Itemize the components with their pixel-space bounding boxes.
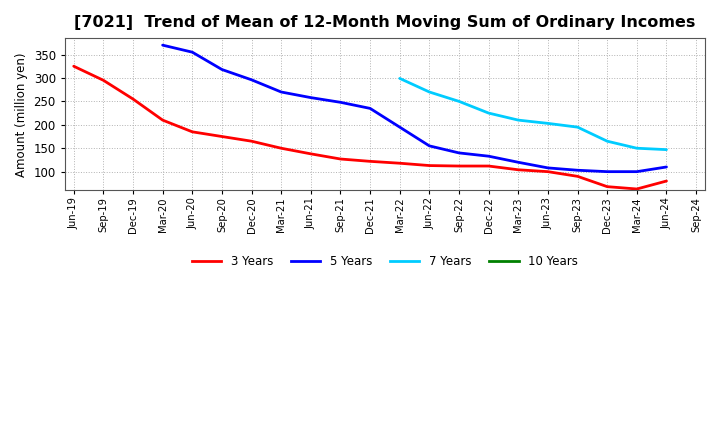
- 5 Years: [573, 168, 582, 173]
- 3 Years: [485, 163, 493, 169]
- 3 Years: [307, 151, 315, 157]
- 5 Years: [307, 95, 315, 100]
- 7 Years: [544, 121, 552, 126]
- 7 Years: [514, 117, 523, 123]
- 3 Years: [217, 134, 226, 139]
- 3 Years: [99, 77, 108, 83]
- 3 Years: [425, 163, 433, 168]
- 5 Years: [277, 89, 286, 95]
- 5 Years: [632, 169, 641, 174]
- Title: [7021]  Trend of Mean of 12-Month Moving Sum of Ordinary Incomes: [7021] Trend of Mean of 12-Month Moving …: [74, 15, 696, 30]
- 3 Years: [158, 117, 167, 123]
- 7 Years: [395, 76, 404, 81]
- 7 Years: [425, 89, 433, 95]
- 7 Years: [603, 139, 611, 144]
- 5 Years: [188, 50, 197, 55]
- 5 Years: [425, 143, 433, 149]
- 5 Years: [395, 125, 404, 130]
- 5 Years: [485, 154, 493, 159]
- Line: 7 Years: 7 Years: [400, 78, 667, 150]
- Line: 3 Years: 3 Years: [73, 66, 667, 189]
- 7 Years: [662, 147, 671, 152]
- 3 Years: [395, 161, 404, 166]
- Y-axis label: Amount (million yen): Amount (million yen): [15, 52, 28, 176]
- 5 Years: [544, 165, 552, 171]
- 3 Years: [573, 174, 582, 179]
- 3 Years: [336, 156, 345, 161]
- 3 Years: [455, 163, 464, 169]
- 3 Years: [366, 159, 374, 164]
- Line: 5 Years: 5 Years: [163, 45, 667, 172]
- 3 Years: [129, 96, 138, 102]
- 5 Years: [217, 67, 226, 72]
- Legend: 3 Years, 5 Years, 7 Years, 10 Years: 3 Years, 5 Years, 7 Years, 10 Years: [187, 250, 582, 273]
- 5 Years: [158, 43, 167, 48]
- 5 Years: [366, 106, 374, 111]
- 3 Years: [514, 167, 523, 172]
- 7 Years: [455, 99, 464, 104]
- 3 Years: [69, 64, 78, 69]
- 5 Years: [247, 77, 256, 82]
- 5 Years: [455, 150, 464, 156]
- 3 Years: [662, 178, 671, 183]
- 3 Years: [544, 169, 552, 174]
- 3 Years: [188, 129, 197, 135]
- 5 Years: [336, 100, 345, 105]
- 3 Years: [247, 139, 256, 144]
- 5 Years: [514, 160, 523, 165]
- 7 Years: [632, 146, 641, 151]
- 7 Years: [573, 125, 582, 130]
- 5 Years: [662, 164, 671, 169]
- 3 Years: [603, 184, 611, 189]
- 3 Years: [277, 146, 286, 151]
- 3 Years: [632, 187, 641, 192]
- 7 Years: [485, 110, 493, 116]
- 5 Years: [603, 169, 611, 174]
